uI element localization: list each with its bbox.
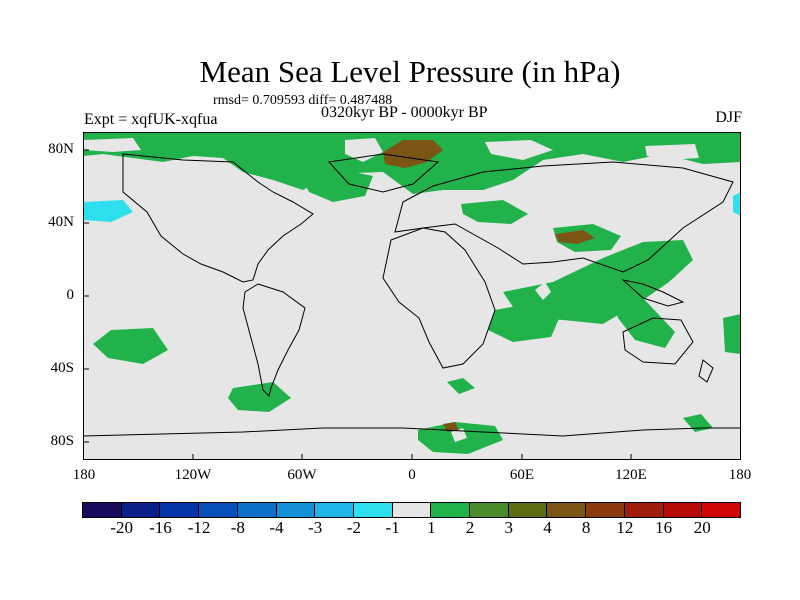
lat-label-80s: 80S <box>50 433 74 449</box>
colorbar-label: -1 <box>385 518 400 537</box>
colorbar-box <box>507 502 548 518</box>
colorbar-label: 2 <box>465 518 475 537</box>
lon-label-0: 0 <box>408 467 416 483</box>
coastlines <box>83 153 741 437</box>
colorbar-box <box>198 502 238 518</box>
stats-label: rmsd= 0.709593 diff= 0.487488 <box>213 93 393 108</box>
colorbar-label: 16 <box>655 518 673 537</box>
indonesia-coast <box>621 279 685 307</box>
colorbar-label: -16 <box>149 518 172 537</box>
colorbar-label: 12 <box>616 518 634 537</box>
colorbar-box <box>546 502 587 518</box>
colorbar-box <box>662 502 703 518</box>
lon-label-120w: 120W <box>174 467 212 483</box>
colorbar-label: -2 <box>346 518 362 537</box>
colorbar-label: 8 <box>581 518 591 537</box>
neutral-patches <box>83 138 699 442</box>
colorbar-box <box>701 502 741 518</box>
colorbar-box <box>391 502 432 518</box>
lat-label-0: 0 <box>66 287 75 303</box>
colorbar-box <box>314 502 354 518</box>
colorbar-label: -8 <box>230 518 245 537</box>
south-america-coast <box>242 283 306 397</box>
colorbar-box <box>82 502 122 518</box>
lon-label-60w: 60W <box>287 467 317 483</box>
colorbar-box <box>159 502 200 518</box>
colorbar-label: 4 <box>543 518 552 537</box>
lat-label-80n: 80N <box>48 141 74 157</box>
colorbar-label: -3 <box>308 518 323 537</box>
season-label: DJF <box>715 109 742 126</box>
colorbar-box <box>275 502 316 518</box>
colorbar-label: 20 <box>693 518 711 537</box>
colorbar-box <box>236 502 277 518</box>
colorbar <box>82 502 741 518</box>
colorbar-box <box>585 502 625 518</box>
greenland-coast <box>327 153 440 193</box>
africa-coast <box>382 227 496 369</box>
period-label: 0320kyr BP - 0000kyr BP <box>321 104 488 121</box>
experiment-label: Expt = xqfUK-xqfua <box>84 111 218 128</box>
colorbar-box <box>120 502 161 518</box>
australia-coast <box>622 317 694 365</box>
lat-label-40n: 40N <box>48 214 74 230</box>
lon-label-180e: 180 <box>728 467 752 483</box>
colorbar-box <box>623 502 664 518</box>
colorbar-label: -4 <box>269 518 284 537</box>
north-america-coast <box>122 153 314 283</box>
map-title: Mean Sea Level Pressure (in hPa) <box>199 54 621 89</box>
colorbar-label: -20 <box>110 518 134 537</box>
colorbar-label: -12 <box>187 518 211 537</box>
lat-label-40s: 40S <box>50 360 74 376</box>
colorbar-label: 1 <box>427 518 436 537</box>
lon-label-180w: 180 <box>72 467 96 483</box>
lon-label-60e: 60E <box>509 467 535 483</box>
new-zealand-coast <box>698 359 714 383</box>
colorbar-box <box>469 502 509 518</box>
antarctica-coast <box>83 427 741 437</box>
cyan-anomaly-regions <box>83 192 741 222</box>
pressure-map <box>83 132 741 460</box>
colorbar-label: 3 <box>504 518 514 537</box>
eurasia-coast <box>394 161 734 273</box>
lon-label-120e: 120E <box>615 467 647 483</box>
colorbar-box <box>352 502 393 518</box>
colorbar-box <box>430 502 471 518</box>
axis-ticks <box>83 149 632 460</box>
